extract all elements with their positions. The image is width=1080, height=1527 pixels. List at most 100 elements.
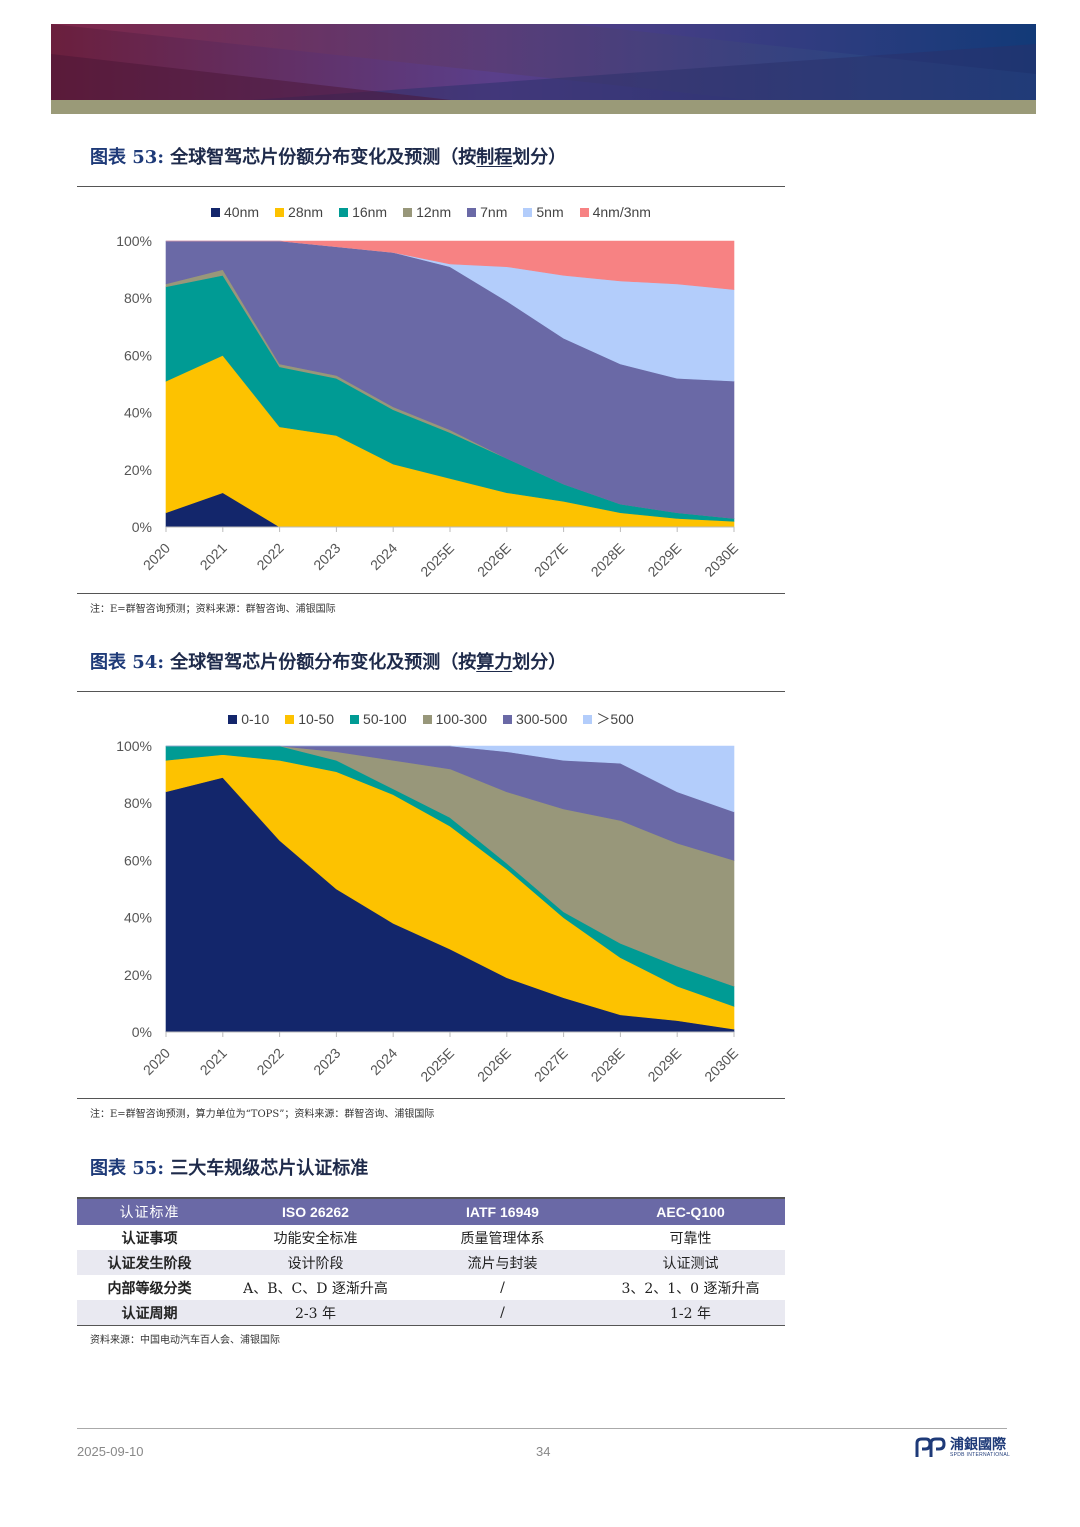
figure-54-title-text: 全球智驾芯片份额分布变化及预测（按 [170,652,477,673]
table-cell: 功能安全标准 [273,1230,358,1247]
table-row: 认证发生阶段 设计阶段 流片与封装 认证测试 [77,1250,785,1275]
table-cell: 设计阶段 [222,1250,409,1275]
x-tick-label: 2030E [701,1045,741,1085]
table-cell: 内部等级分类 [107,1280,192,1297]
process-node-area-plot: 0% 20% 40% 60% 80% 100% 2020 2021 2022 2023 2024 20… [116,233,741,580]
figure-53-bottom-rule [77,593,785,594]
legend-label: 300-500 [516,711,568,727]
table-header-cell: AEC-Q100 [596,1198,785,1225]
figure-54-note: 注：E=群智咨询预测，算力单位为“TOPS”；资料来源：群智咨询、浦银国际 [90,1109,435,1120]
legend-swatch [467,207,477,217]
x-tick-label: 2023 [310,1045,343,1078]
table-cell: 认证测试 [596,1250,785,1275]
legend-label: ＞500 [596,711,634,727]
legend-item: 300-500 [503,709,567,729]
certification-standards-table: 认证标准 ISO 26262 IATF 16949 AEC-Q100 认证事项 … [77,1197,785,1326]
table-header-row: 认证标准 ISO 26262 IATF 16949 AEC-Q100 [77,1198,785,1225]
x-tick-label: 2030E [701,540,741,580]
figure-54-label: 图表 54: [90,652,164,673]
table-cell: 质量管理体系 [460,1230,545,1247]
legend-swatch [211,207,221,217]
table-header-cell: IATF 16949 [409,1198,596,1225]
y-tick-label: 80% [124,795,152,811]
legend-label: 4nm/3nm [592,204,651,220]
header-banner [51,24,1036,114]
area-series-500 [166,745,735,813]
legend-swatch [285,714,295,724]
x-tick-label: 2029E [644,1045,684,1085]
chart-legend: 40nm 28nm 16nm 12nm 7nm 5nm 4nm/3nm [77,204,785,220]
x-tick-label: 2025E [417,1045,457,1085]
figure-55-title: 图表 55: 三大车规级芯片认证标准 [90,1154,368,1180]
x-tick-label: 2029E [644,540,684,580]
legend-item: 40nm [211,204,259,220]
x-tick-label: 2023 [310,540,343,573]
legend-item: 7nm [467,204,507,220]
legend-item: 4nm/3nm [579,204,651,220]
table-row: 内部等级分类 A、B、C、D 逐渐升高 / 3、2、1、0 逐渐升高 [77,1275,785,1300]
legend-item: 10-50 [285,709,334,729]
figure-55-title-text: 三大车规级芯片认证标准 [170,1158,369,1179]
x-tick-label: 2022 [253,540,286,573]
legend-item: 50-100 [350,709,407,729]
legend-label: 10-50 [298,711,335,727]
table-header-cell: ISO 26262 [222,1198,409,1225]
y-tick-label: 60% [124,347,152,363]
page-number: 34 [536,1444,551,1459]
legend-swatch [228,714,238,724]
figure-53-title-suffix: 划分） [512,147,567,168]
figure-53-title: 图表 53: 全球智驾芯片份额分布变化及预测（按制程划分） [90,143,566,169]
table-cell: 3、2、1、0 逐渐升高 [621,1280,760,1297]
legend-label: 16nm [352,204,388,220]
figure-54-top-rule [77,691,785,692]
legend-swatch [403,207,413,217]
table-cell: 可靠性 [669,1230,712,1247]
footer-rule [77,1428,1007,1429]
legend-label: 40nm [224,204,260,220]
legend-item: 0-10 [228,709,269,729]
x-tick-label: 2020 [140,540,173,573]
x-tick-label: 2028E [588,1045,628,1085]
y-tick-label: 100% [116,738,152,754]
table-cell: / [500,1279,505,1296]
x-tick-label: 2024 [367,540,400,573]
figure-55-label: 图表 55: [90,1158,164,1179]
legend-swatch [339,207,349,217]
figure-53-top-rule [77,186,785,187]
legend-label: 28nm [288,204,324,220]
table-header-cell: 认证标准 [77,1198,222,1225]
figure-53-note: 注：E=群智咨询预测；资料来源：群智咨询、浦银国际 [90,604,336,615]
area-series-4nm-3nm [166,240,735,290]
figure-53-title-text: 全球智驾芯片份额分布变化及预测（按 [170,147,477,168]
x-tick-label: 2022 [253,1045,286,1078]
x-tick-label: 2027E [531,540,571,580]
legend-item: 5nm [523,204,564,220]
legend-item: 28nm [275,204,323,220]
y-tick-label: 40% [124,405,152,421]
x-tick-label: 2028E [588,540,628,580]
figure-54-title: 图表 54: 全球智驾芯片份额分布变化及预测（按算力划分） [90,648,566,674]
x-tick-label: 2024 [367,1045,400,1078]
figure-55-note: 资料来源：中国电动汽车百人会、浦银国际 [90,1335,280,1346]
chart-legend: 0-10 10-50 50-100 100-300 300-500 ＞500 [77,709,785,729]
table-cell: / [409,1300,596,1326]
figure-54-title-suffix: 划分） [512,652,567,673]
y-tick-label: 40% [124,910,152,926]
legend-swatch [350,714,360,724]
legend-swatch [523,207,533,217]
legend-item: 100-300 [422,709,487,729]
x-tick-label: 2026E [474,1045,514,1085]
legend-label: 0-10 [241,711,270,727]
y-tick-label: 0% [132,519,152,535]
table-row: 认证事项 功能安全标准 质量管理体系 可靠性 [77,1225,785,1250]
company-logo: 浦銀國際 SPDB INTERNATIONAL [914,1437,1010,1459]
legend-swatch [583,714,593,724]
y-tick-label: 100% [116,233,152,249]
legend-item: 12nm [403,204,451,220]
table-cell: 认证周期 [77,1300,222,1326]
legend-swatch [503,714,513,724]
process-node-share-chart: 40nm 28nm 16nm 12nm 7nm 5nm 4nm/3nm 0% 20% 40% 60… [77,204,785,589]
legend-label: 50-100 [363,711,407,727]
table-cell: 认证发生阶段 [77,1250,222,1275]
figure-53-title-underlined: 制程 [476,147,513,168]
